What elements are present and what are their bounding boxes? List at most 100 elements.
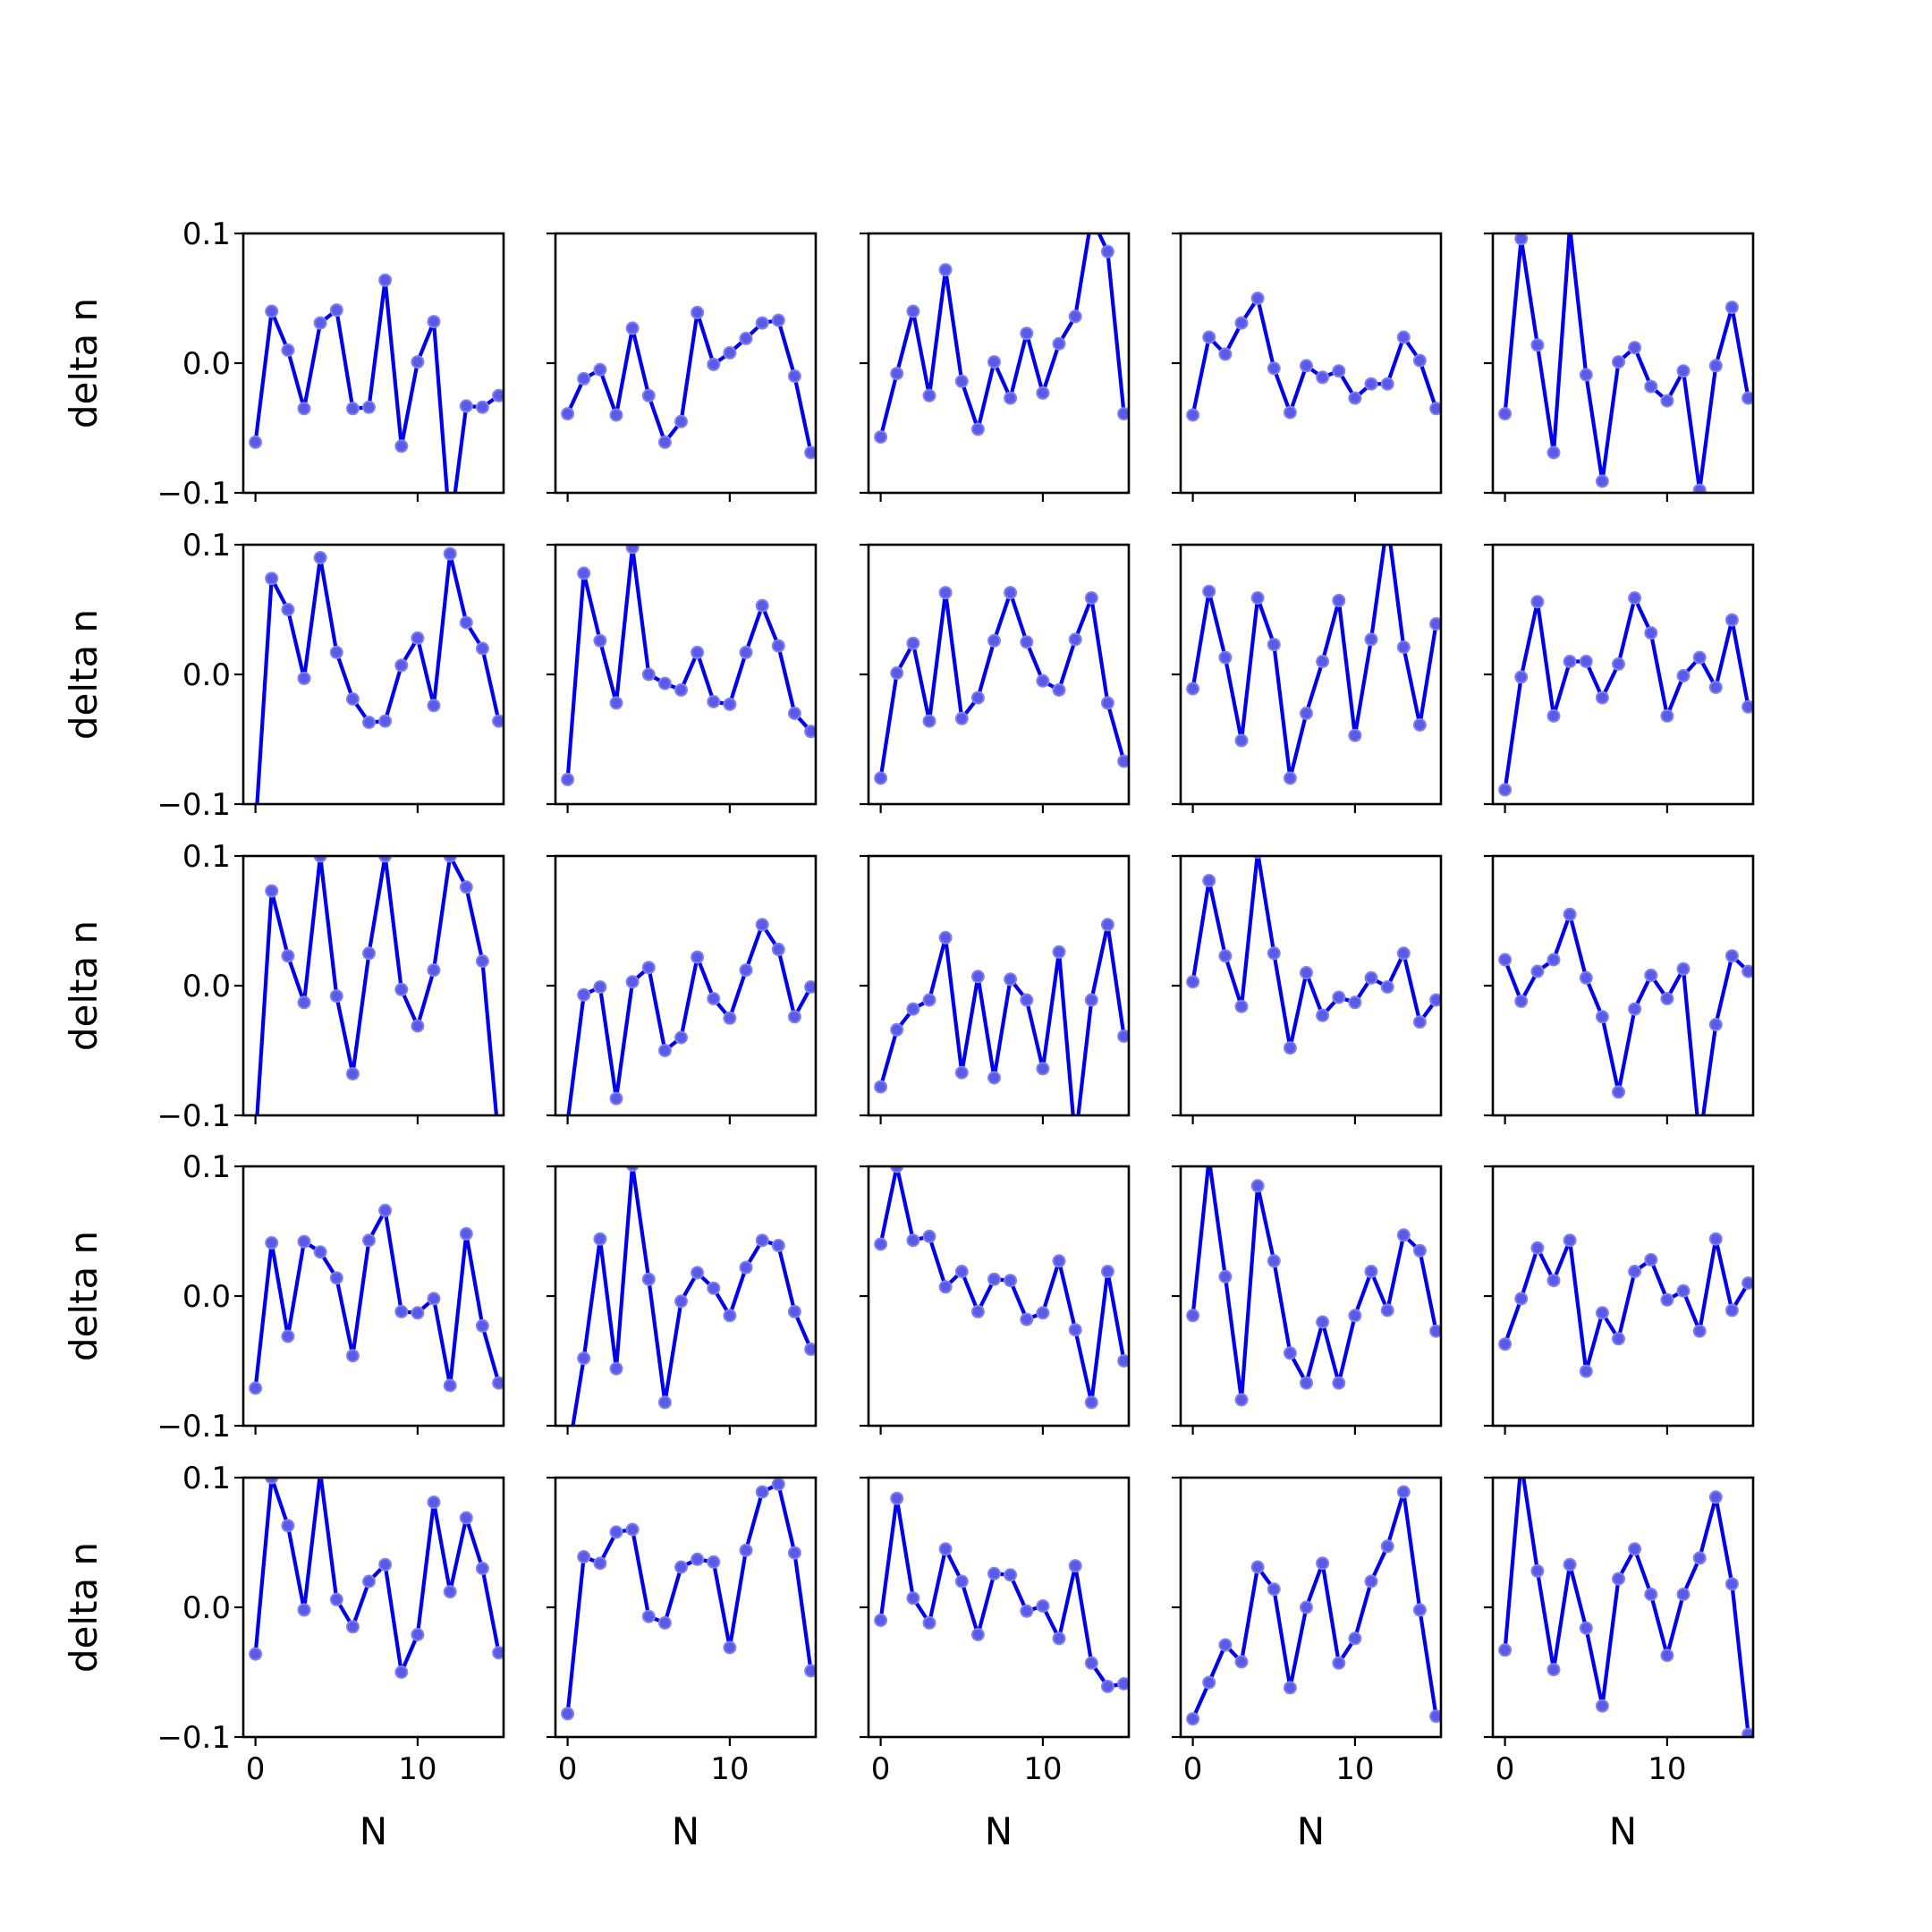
data-point-11 <box>427 1496 441 1509</box>
data-point-3 <box>1234 999 1249 1013</box>
subplot-r3-c1: −0.1 0.0 0.1 delta n <box>62 839 505 1148</box>
data-point-4 <box>1250 1560 1265 1574</box>
data-point-7 <box>674 682 688 697</box>
y-tick-label: 0.1 <box>182 1461 231 1496</box>
data-point-9 <box>394 439 409 453</box>
subplot-plot-area <box>250 856 499 1148</box>
data-point-6 <box>345 1349 360 1363</box>
x-tick-label: 0 <box>246 1751 266 1787</box>
subplot-frame <box>1179 543 1443 806</box>
data-point-2 <box>281 1519 295 1533</box>
data-point-10 <box>1660 992 1674 1005</box>
y-tick-label: 0.0 <box>182 657 231 693</box>
data-point-8 <box>1316 655 1330 668</box>
data-point-5 <box>954 374 969 388</box>
data-point-2 <box>906 1002 920 1016</box>
data-point-10 <box>1348 996 1362 1010</box>
data-point-7 <box>1300 707 1313 720</box>
data-point-12 <box>1380 1539 1394 1554</box>
data-point-3 <box>922 993 936 1007</box>
data-point-8 <box>1004 586 1018 600</box>
data-point-11 <box>427 1292 441 1306</box>
series-line <box>255 551 501 804</box>
y-tick-label: 0.0 <box>182 1279 231 1315</box>
data-point-0 <box>1186 975 1200 989</box>
data-point-0 <box>250 1136 261 1148</box>
data-point-2 <box>593 980 607 994</box>
data-point-14 <box>475 1318 489 1333</box>
subplot-r5-c3: 0 10 N <box>860 1476 1131 1853</box>
data-point-8 <box>1628 341 1642 355</box>
data-point-13 <box>1084 1395 1098 1410</box>
data-point-10 <box>1348 1631 1362 1646</box>
data-point-2 <box>1218 650 1233 665</box>
subplot-plot-area <box>1498 591 1753 797</box>
data-point-3 <box>922 1615 936 1630</box>
data-point-0 <box>1498 1337 1513 1352</box>
data-point-1 <box>265 1236 279 1250</box>
data-point-1 <box>1203 1153 1215 1165</box>
data-point-14 <box>1100 1680 1114 1693</box>
series-line <box>1191 296 1438 416</box>
subplot-r4-c2 <box>547 1165 818 1464</box>
data-point-10 <box>1348 1309 1362 1323</box>
data-point-5 <box>1267 361 1281 376</box>
data-point-13 <box>459 1511 473 1525</box>
data-point-10 <box>411 1019 425 1033</box>
data-point-15 <box>804 1343 816 1356</box>
subplot-r2-c4 <box>1172 515 1443 813</box>
data-point-10 <box>1660 1292 1674 1307</box>
data-point-8 <box>378 1557 393 1572</box>
data-point-14 <box>1724 1303 1739 1318</box>
y-tick-label: 0.1 <box>182 528 231 564</box>
data-point-5 <box>1579 1364 1593 1378</box>
data-point-6 <box>1595 691 1609 705</box>
data-point-13 <box>459 880 473 894</box>
data-point-8 <box>378 856 393 863</box>
data-point-12 <box>1692 1324 1707 1338</box>
data-point-12 <box>1070 1136 1081 1148</box>
data-point-14 <box>1100 1265 1114 1278</box>
data-point-1 <box>577 1352 591 1366</box>
data-point-14 <box>1412 718 1427 732</box>
data-point-6 <box>970 1628 985 1641</box>
series-line <box>1503 912 1750 1115</box>
data-point-7 <box>1612 1332 1625 1346</box>
data-point-0 <box>562 1453 573 1464</box>
data-point-1 <box>577 371 591 386</box>
data-point-12 <box>1382 515 1394 527</box>
data-point-9 <box>1644 1588 1658 1601</box>
data-point-9 <box>1644 379 1658 394</box>
data-point-11 <box>739 1543 753 1557</box>
data-point-4 <box>313 551 327 564</box>
y-tick-label: 0.1 <box>182 216 231 252</box>
data-point-8 <box>691 1266 705 1280</box>
data-point-6 <box>970 970 985 984</box>
data-point-0 <box>249 1381 263 1395</box>
series-line <box>566 922 813 1115</box>
data-point-2 <box>1218 347 1233 361</box>
data-point-6 <box>1595 1306 1609 1320</box>
data-point-6 <box>345 402 360 416</box>
data-point-11 <box>1364 1574 1378 1589</box>
data-point-6 <box>970 691 985 705</box>
data-point-7 <box>362 1574 376 1589</box>
subplot-plot-area <box>1186 856 1441 1055</box>
data-point-8 <box>378 714 393 728</box>
data-point-2 <box>1218 1638 1233 1652</box>
data-point-13 <box>1708 1232 1723 1246</box>
subplot-r2-c2 <box>547 543 818 813</box>
data-point-3 <box>922 1229 936 1243</box>
data-point-0 <box>561 1707 575 1721</box>
data-point-1 <box>1202 584 1216 598</box>
data-point-5 <box>1267 1254 1281 1268</box>
data-point-1 <box>265 572 279 586</box>
subplot-plot-area <box>874 1166 1129 1410</box>
subplot-plot-area <box>561 305 816 460</box>
data-point-9 <box>707 357 721 371</box>
data-point-15 <box>1117 1354 1129 1368</box>
data-point-5 <box>329 989 343 1004</box>
data-point-2 <box>281 603 295 616</box>
subplot-plot-area <box>1498 1478 1753 1737</box>
